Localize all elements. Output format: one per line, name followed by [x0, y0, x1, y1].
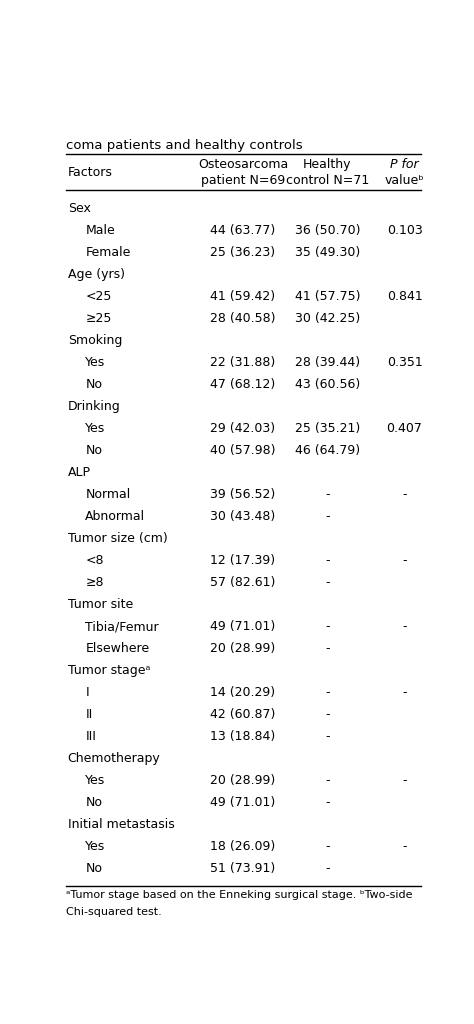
Text: Abnormal: Abnormal [85, 510, 146, 523]
Text: Factors: Factors [68, 166, 112, 179]
Text: Tumor stageᵃ: Tumor stageᵃ [68, 665, 150, 677]
Text: Drinking: Drinking [68, 400, 120, 414]
Text: valueᵇ: valueᵇ [385, 174, 424, 187]
Text: 28 (40.58): 28 (40.58) [210, 312, 276, 326]
Text: 13 (18.84): 13 (18.84) [210, 730, 275, 743]
Text: -: - [325, 862, 329, 876]
Text: Yes: Yes [85, 356, 106, 370]
Text: Chemotherapy: Chemotherapy [68, 753, 161, 765]
Text: No: No [85, 444, 102, 458]
Text: 43 (60.56): 43 (60.56) [295, 378, 360, 391]
Text: -: - [325, 510, 329, 523]
Text: -: - [402, 841, 407, 853]
Text: ≥8: ≥8 [85, 577, 104, 589]
Text: 46 (64.79): 46 (64.79) [295, 444, 360, 458]
Text: -: - [325, 730, 329, 743]
Text: Chi-squared test.: Chi-squared test. [66, 907, 162, 918]
Text: No: No [85, 797, 102, 809]
Text: 51 (73.91): 51 (73.91) [210, 862, 275, 876]
Text: 44 (63.77): 44 (63.77) [210, 224, 275, 238]
Text: -: - [325, 797, 329, 809]
Text: 20 (28.99): 20 (28.99) [210, 642, 275, 655]
Text: -: - [325, 621, 329, 633]
Text: -: - [402, 774, 407, 787]
Text: I: I [85, 686, 89, 699]
Text: 30 (43.48): 30 (43.48) [210, 510, 275, 523]
Text: 0.103: 0.103 [387, 224, 422, 238]
Text: control N=71: control N=71 [286, 174, 369, 187]
Text: Male: Male [85, 224, 115, 238]
Text: Yes: Yes [85, 774, 106, 787]
Text: -: - [402, 621, 407, 633]
Text: Yes: Yes [85, 841, 106, 853]
Text: P for: P for [390, 158, 419, 171]
Text: No: No [85, 862, 102, 876]
Text: 22 (31.88): 22 (31.88) [210, 356, 275, 370]
Text: Yes: Yes [85, 422, 106, 435]
Text: Sex: Sex [68, 203, 91, 215]
Text: Smoking: Smoking [68, 334, 122, 347]
Text: patient N=69: patient N=69 [201, 174, 285, 187]
Text: 47 (68.12): 47 (68.12) [210, 378, 275, 391]
Text: 28 (39.44): 28 (39.44) [295, 356, 360, 370]
Text: Female: Female [85, 247, 131, 259]
Text: 35 (49.30): 35 (49.30) [295, 247, 360, 259]
Text: -: - [325, 642, 329, 655]
Text: 29 (42.03): 29 (42.03) [210, 422, 275, 435]
Text: -: - [325, 488, 329, 502]
Text: 36 (50.70): 36 (50.70) [295, 224, 360, 238]
Text: 41 (59.42): 41 (59.42) [210, 290, 275, 303]
Text: 25 (36.23): 25 (36.23) [210, 247, 275, 259]
Text: Age (yrs): Age (yrs) [68, 268, 125, 282]
Text: -: - [325, 841, 329, 853]
Text: 18 (26.09): 18 (26.09) [210, 841, 275, 853]
Text: ᵃTumor stage based on the Enneking surgical stage. ᵇTwo-side: ᵃTumor stage based on the Enneking surgi… [66, 890, 412, 900]
Text: <8: <8 [85, 554, 104, 567]
Text: 49 (71.01): 49 (71.01) [210, 621, 275, 633]
Text: 49 (71.01): 49 (71.01) [210, 797, 275, 809]
Text: 30 (42.25): 30 (42.25) [295, 312, 360, 326]
Text: 14 (20.29): 14 (20.29) [210, 686, 275, 699]
Text: coma patients and healthy controls: coma patients and healthy controls [66, 138, 302, 152]
Text: Tumor site: Tumor site [68, 598, 133, 611]
Text: 41 (57.75): 41 (57.75) [295, 290, 360, 303]
Text: No: No [85, 378, 102, 391]
Text: 39 (56.52): 39 (56.52) [210, 488, 275, 502]
Text: II: II [85, 709, 92, 721]
Text: 40 (57.98): 40 (57.98) [210, 444, 276, 458]
Text: III: III [85, 730, 96, 743]
Text: 20 (28.99): 20 (28.99) [210, 774, 275, 787]
Text: 0.407: 0.407 [387, 422, 422, 435]
Text: -: - [402, 686, 407, 699]
Text: -: - [325, 709, 329, 721]
Text: 25 (35.21): 25 (35.21) [295, 422, 360, 435]
Text: -: - [325, 577, 329, 589]
Text: Tumor size (cm): Tumor size (cm) [68, 532, 167, 546]
Text: -: - [325, 554, 329, 567]
Text: 42 (60.87): 42 (60.87) [210, 709, 275, 721]
Text: ALP: ALP [68, 466, 91, 479]
Text: Elsewhere: Elsewhere [85, 642, 149, 655]
Text: ≥25: ≥25 [85, 312, 112, 326]
Text: <25: <25 [85, 290, 112, 303]
Text: 0.841: 0.841 [387, 290, 422, 303]
Text: 57 (82.61): 57 (82.61) [210, 577, 275, 589]
Text: -: - [325, 774, 329, 787]
Text: -: - [402, 554, 407, 567]
Text: Osteosarcoma: Osteosarcoma [198, 158, 288, 171]
Text: Normal: Normal [85, 488, 130, 502]
Text: 0.351: 0.351 [387, 356, 422, 370]
Text: -: - [325, 686, 329, 699]
Text: Initial metastasis: Initial metastasis [68, 818, 174, 831]
Text: 12 (17.39): 12 (17.39) [210, 554, 275, 567]
Text: -: - [402, 488, 407, 502]
Text: Healthy: Healthy [303, 158, 352, 171]
Text: Tibia/Femur: Tibia/Femur [85, 621, 159, 633]
